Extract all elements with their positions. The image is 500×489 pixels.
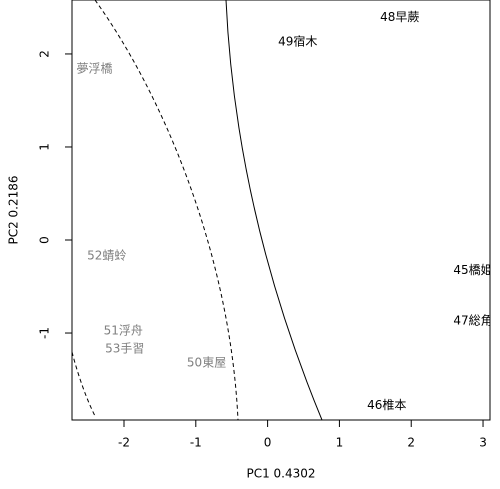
y-tick-label: 1	[38, 143, 52, 151]
boundary-curve	[225, 0, 323, 420]
point-label: 夢浮橋	[77, 61, 113, 75]
x-tick-label: 2	[407, 436, 415, 450]
x-tick-label: 3	[479, 436, 487, 450]
x-tick-label: -2	[118, 436, 130, 450]
point-label: 48早蕨	[380, 10, 419, 24]
point-label: 47総角	[453, 313, 492, 327]
x-axis-label: PC1 0.4302	[246, 467, 315, 481]
point-label: 45橋姫	[453, 263, 492, 277]
point-label: 51浮舟	[104, 324, 143, 338]
boundary-curve	[72, 351, 96, 417]
point-label: 49宿木	[278, 33, 317, 48]
boundary-curve	[94, 0, 239, 420]
x-tick-label: 0	[264, 436, 272, 450]
curves	[72, 0, 323, 420]
x-tick-label: -1	[190, 436, 202, 450]
x-tick-label: 1	[336, 436, 344, 450]
point-label: 53手習	[105, 341, 144, 355]
y-tick-label: -1	[38, 327, 52, 339]
plot-frame	[71, 0, 491, 421]
y-tick-label: 0	[38, 236, 52, 244]
point-label: 52蜻蛉	[87, 247, 126, 262]
point-label: 46椎本	[367, 397, 406, 412]
point-label: 50東屋	[187, 355, 226, 369]
y-axis-label: PC2 0.2186	[7, 175, 21, 244]
y-tick-label: 2	[38, 50, 52, 58]
